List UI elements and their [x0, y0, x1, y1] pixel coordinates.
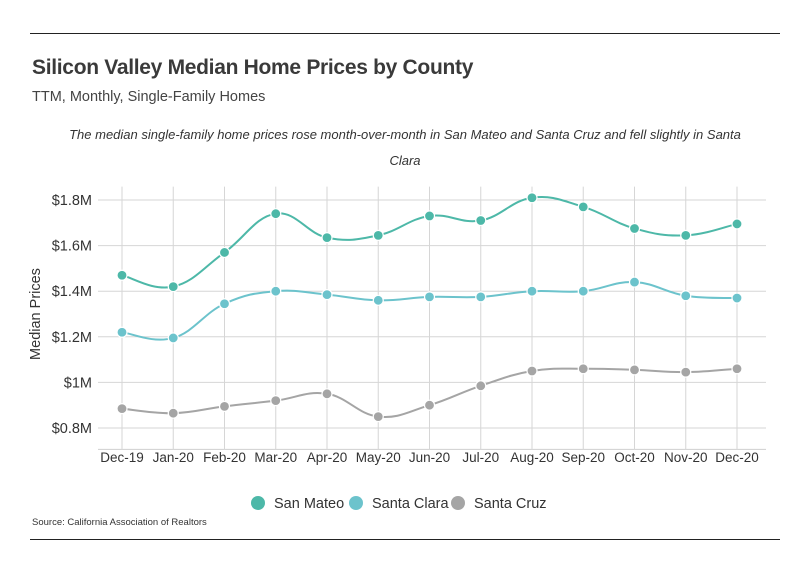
y-tick-label: $1.4M	[52, 284, 92, 300]
data-point-santa-cruz	[321, 388, 333, 400]
y-tick-label: $1.2M	[52, 330, 92, 346]
data-point-santa-cruz	[475, 380, 487, 392]
data-point-san-mateo	[526, 192, 538, 204]
legend-label-santa-clara: Santa Clara	[372, 496, 450, 512]
x-tick-label: May-20	[356, 450, 401, 465]
y-tick-label: $1.6M	[52, 239, 92, 255]
source-note: Source: California Association of Realto…	[32, 517, 207, 528]
x-tick-label: Oct-20	[614, 450, 655, 465]
data-point-santa-cruz	[116, 403, 128, 415]
data-point-san-mateo	[423, 210, 436, 222]
legend-marker-santa-clara	[349, 496, 363, 510]
data-point-santa-clara	[321, 289, 333, 301]
data-point-san-mateo	[680, 229, 692, 241]
data-point-santa-clara	[475, 291, 487, 303]
chart-title: Silicon Valley Median Home Prices by Cou…	[32, 56, 474, 79]
legend-label-san-mateo: San Mateo	[274, 496, 344, 512]
data-point-santa-clara	[731, 292, 743, 304]
data-point-san-mateo	[321, 232, 333, 244]
data-point-santa-cruz	[372, 411, 384, 423]
data-point-santa-cruz	[526, 365, 538, 377]
data-point-santa-clara	[423, 291, 436, 303]
data-point-san-mateo	[167, 281, 179, 293]
bottom-rule	[30, 539, 780, 540]
data-point-santa-cruz	[167, 407, 179, 419]
data-point-san-mateo	[270, 208, 282, 220]
data-point-santa-cruz	[731, 363, 743, 375]
data-point-santa-cruz	[628, 364, 641, 376]
x-tick-label: Aug-20	[510, 450, 554, 465]
x-tick-label: Apr-20	[307, 450, 348, 465]
y-axis-label: Median Prices	[28, 268, 44, 360]
x-tick-label: Jul-20	[462, 450, 499, 465]
data-point-santa-cruz	[577, 363, 589, 375]
data-point-san-mateo	[577, 201, 589, 213]
data-point-santa-clara	[218, 298, 231, 310]
legend-label-santa-cruz: Santa Cruz	[474, 496, 547, 512]
data-point-san-mateo	[372, 229, 384, 241]
data-point-santa-clara	[270, 285, 282, 297]
legend-marker-san-mateo	[251, 496, 265, 510]
x-tick-label: Mar-20	[254, 450, 297, 465]
data-point-san-mateo	[475, 214, 487, 227]
data-point-santa-clara	[526, 285, 538, 297]
data-point-san-mateo	[731, 218, 743, 230]
x-tick-label: Sep-20	[561, 450, 605, 465]
data-point-santa-cruz	[680, 366, 692, 378]
data-point-santa-cruz	[423, 399, 436, 411]
x-tick-label: Dec-19	[100, 450, 144, 465]
x-tick-label: Nov-20	[664, 450, 708, 465]
data-point-san-mateo	[116, 269, 128, 281]
chart-caption: The median single-family home prices ros…	[69, 127, 741, 168]
chart-subtitle: TTM, Monthly, Single-Family Homes	[32, 89, 266, 105]
x-tick-label: Jan-20	[153, 450, 194, 465]
legend-marker-santa-cruz	[451, 496, 465, 510]
data-point-santa-clara	[167, 332, 179, 344]
x-tick-label: Jun-20	[409, 450, 450, 465]
data-point-santa-clara	[680, 290, 692, 302]
data-point-san-mateo	[628, 222, 641, 235]
data-point-santa-clara	[577, 285, 589, 297]
data-point-santa-clara	[372, 294, 384, 306]
data-point-san-mateo	[218, 246, 231, 259]
y-tick-label: $1M	[64, 375, 92, 391]
top-rule	[30, 33, 780, 34]
y-tick-label: $0.8M	[52, 421, 92, 437]
data-point-santa-cruz	[218, 400, 231, 412]
x-tick-label: Feb-20	[203, 450, 246, 465]
x-tick-label: Dec-20	[715, 450, 759, 465]
y-tick-label: $1.8M	[52, 193, 92, 209]
data-point-santa-clara	[628, 276, 641, 288]
data-point-santa-clara	[116, 326, 128, 338]
data-point-santa-cruz	[270, 395, 282, 407]
